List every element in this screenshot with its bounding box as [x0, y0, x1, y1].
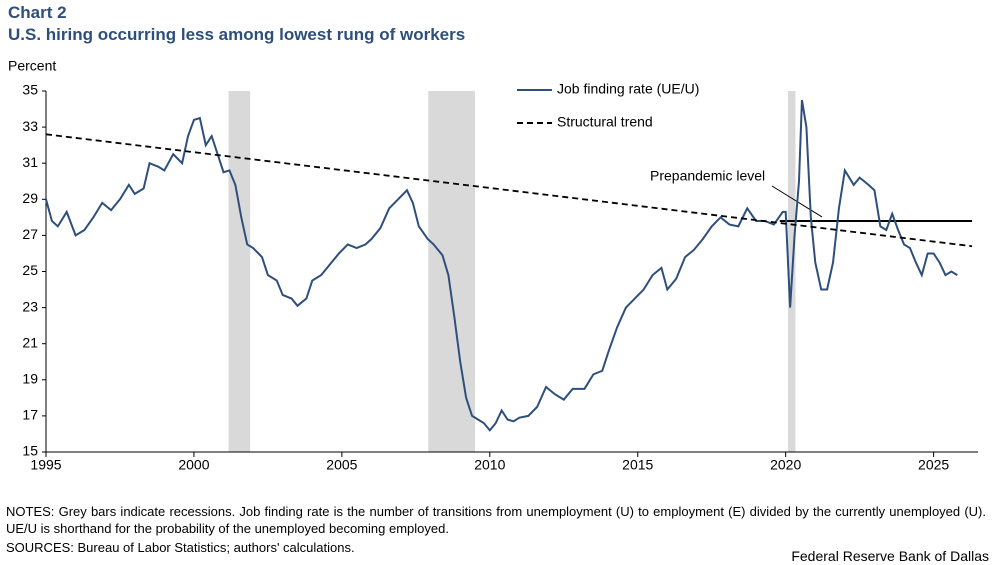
chart-title: U.S. hiring occurring less among lowest …	[8, 25, 466, 44]
recession-bar	[228, 91, 251, 452]
credit: Federal Reserve Bank of Dallas	[791, 548, 989, 564]
x-tick-label: 2010	[474, 457, 505, 473]
y-axis-label: Percent	[8, 58, 56, 74]
legend-label: Job finding rate (UE/U)	[557, 81, 699, 97]
legend-label: Structural trend	[557, 114, 653, 130]
y-tick-label: 19	[22, 371, 38, 387]
chart: Percent 15 17 19 21 23 25 27 29 31 33 35 1995 2000 20…	[8, 58, 978, 473]
y-tick-label: 35	[22, 82, 38, 98]
y-tick-label: 15	[22, 443, 38, 459]
x-tick-label: 2020	[770, 457, 801, 473]
y-tick-label: 33	[22, 118, 38, 134]
y-tick-label: 21	[22, 334, 38, 350]
x-tick-label: 2015	[622, 457, 653, 473]
x-tick-label: 2025	[918, 457, 949, 473]
y-tick-label: 29	[22, 190, 38, 206]
reference-label: Prepandemic level	[650, 168, 765, 184]
y-tick-label: 17	[22, 407, 38, 423]
chart-label: Chart 2	[8, 3, 67, 22]
y-tick-label: 25	[22, 262, 38, 278]
recession-bar	[428, 91, 476, 452]
sources: SOURCES: Bureau of Labor Statistics; aut…	[6, 540, 355, 555]
x-tick-label: 2000	[178, 457, 209, 473]
y-tick-label: 23	[22, 298, 38, 314]
notes: NOTES: Grey bars indicate recessions. Jo…	[6, 504, 986, 536]
y-tick-label: 31	[22, 154, 38, 170]
y-tick-label: 27	[22, 226, 38, 242]
series-line	[45, 99, 958, 432]
series-line	[45, 133, 973, 248]
x-tick-label: 2005	[326, 457, 357, 473]
x-tick-label: 1995	[30, 457, 61, 473]
